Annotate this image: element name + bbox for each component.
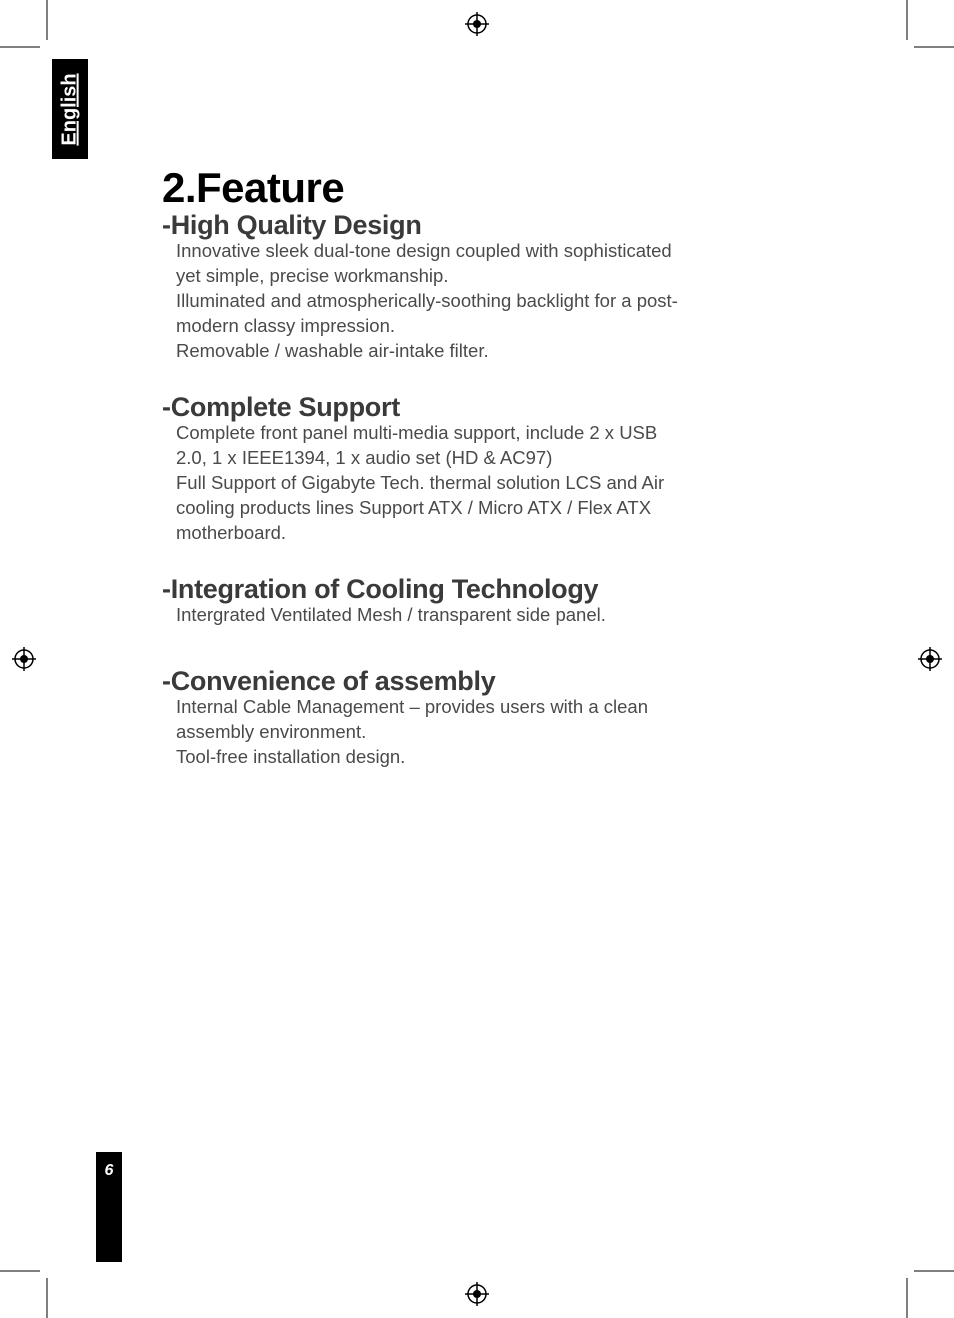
section-complete-support: -Complete Support Complete front panel m…	[162, 392, 782, 546]
section-title: -Convenience of assembly	[162, 666, 782, 697]
crop-mark-tr	[894, 0, 954, 60]
section-title: -High Quality Design	[162, 210, 782, 241]
main-title: 2.Feature	[162, 164, 782, 212]
body-text: Complete front panel multi-media support…	[176, 421, 682, 471]
section-body: Internal Cable Management – provides use…	[162, 695, 682, 770]
page-number: 6	[105, 1162, 114, 1180]
section-body: Innovative sleek dual-tone design couple…	[162, 239, 682, 364]
registration-mark-right	[918, 647, 942, 671]
section-body: Intergrated Ventilated Mesh / transparen…	[162, 603, 682, 628]
section-body: Complete front panel multi-media support…	[162, 421, 682, 546]
page-number-block: 6	[96, 1152, 122, 1262]
section-high-quality-design: -High Quality Design Innovative sleek du…	[162, 210, 782, 364]
body-text: Illuminated and atmospherically-soothing…	[176, 289, 682, 339]
crop-mark-br	[894, 1258, 954, 1318]
registration-mark-top	[465, 12, 489, 36]
section-title: -Integration of Cooling Technology	[162, 574, 782, 605]
crop-mark-tl	[0, 0, 60, 60]
body-text: Removable / washable air-intake filter.	[176, 339, 682, 364]
section-title: -Complete Support	[162, 392, 782, 423]
crop-mark-bl	[0, 1258, 60, 1318]
page-content: 2.Feature -High Quality Design Innovativ…	[162, 164, 782, 798]
registration-mark-left	[12, 647, 36, 671]
language-tab: English	[52, 59, 88, 159]
body-text: Tool-free installation design.	[176, 745, 682, 770]
body-text: Innovative sleek dual-tone design couple…	[176, 239, 682, 289]
language-label: English	[59, 73, 82, 145]
section-convenience-assembly: -Convenience of assembly Internal Cable …	[162, 666, 782, 770]
body-text: Internal Cable Management – provides use…	[176, 695, 682, 745]
body-text: Intergrated Ventilated Mesh / transparen…	[176, 603, 682, 628]
section-cooling-technology: -Integration of Cooling Technology Inter…	[162, 574, 782, 628]
body-text: Full Support of Gigabyte Tech. thermal s…	[176, 471, 682, 546]
registration-mark-bottom	[465, 1282, 489, 1306]
